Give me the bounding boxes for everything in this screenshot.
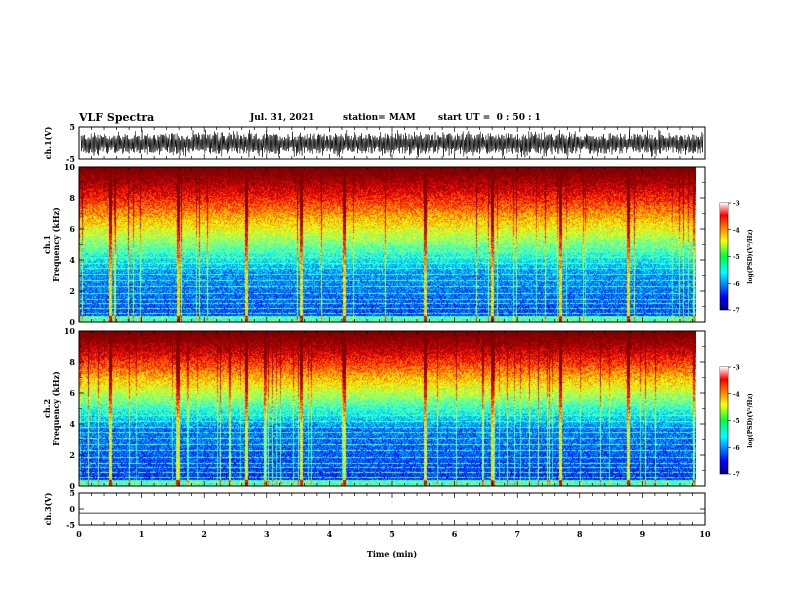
- figure-title: VLF Spectra: [79, 111, 155, 124]
- ch2-spectrogram-ytick-label: 4: [69, 419, 75, 429]
- ch2-spectrogram-ytick-label: 6: [69, 388, 75, 398]
- ch1-waveform-trace: [80, 129, 704, 158]
- x-tick-label: 7: [514, 529, 520, 539]
- x-tick-label: 0: [76, 529, 82, 539]
- ch2-spectrogram-ylabel: Frequency (kHz): [51, 371, 61, 446]
- ch2-spectrogram-image: [79, 331, 696, 486]
- x-tick-label: 10: [699, 529, 711, 539]
- ch2-spectrogram-colorbar-tick-label: -7: [733, 472, 740, 479]
- ch1-spectrogram-ytick-label: 4: [69, 255, 75, 265]
- chart-marks: [78, 126, 731, 526]
- ch2-spectrogram-colorbar: [719, 366, 729, 475]
- chart-text: 5 -5 ch.1(V) -3 -4 -5 -6 -7 log(PSD)(V²/Hz) 0 2 4 6 8…: [42, 122, 754, 559]
- ch2-spectrogram-colorbar-tick-label: -4: [733, 391, 740, 398]
- ch3-waveform-ylabel: ch.3(V): [43, 492, 53, 525]
- spectrogram-images: [79, 167, 696, 486]
- ch2-spectrogram-channel-label: ch.2: [42, 399, 52, 418]
- ch2-spectrogram-ytick-label: 8: [69, 357, 75, 367]
- ch1-spectrogram-channel-label: ch.1: [42, 235, 52, 254]
- ch1-spectrogram-colorbar-top: [720, 203, 728, 215]
- x-axis-label: Time (min): [367, 549, 417, 559]
- ch1-spectrogram-ytick-label: 10: [64, 162, 76, 172]
- ch1-spectrogram-ytick-label: 6: [69, 224, 75, 234]
- x-tick-label: 8: [577, 529, 583, 539]
- ch1-spectrogram-colorbar: [719, 202, 729, 311]
- ch1-spectrogram-ytick-label: 0: [69, 317, 75, 327]
- ch2-spectrogram-colorbar-tick-label: -5: [733, 418, 740, 425]
- ch2-spectrogram-colorbar-top: [720, 367, 728, 379]
- ch3-waveform-ytick-label: 5: [69, 488, 75, 498]
- x-tick-label: 3: [264, 529, 270, 539]
- ch2-spectrogram-ytick-label: 10: [64, 326, 76, 336]
- ch2-spectrogram-ytick-label: 2: [69, 450, 75, 460]
- station-label: station= MAM: [343, 113, 416, 123]
- x-tick-label: 5: [389, 529, 395, 539]
- ch2-spectrogram-colorbar-label: log(PSD)(V²/Hz): [747, 393, 754, 448]
- ch1-spectrogram-ytick-label: 2: [69, 286, 75, 296]
- ch1-waveform-ylabel: ch.1(V): [43, 126, 53, 159]
- x-tick-label: 2: [201, 529, 207, 539]
- x-tick-label: 6: [452, 529, 458, 539]
- ch1-spectrogram-colorbar-tick-label: -4: [733, 227, 740, 234]
- ch1-waveform-ytick-label: -5: [66, 154, 75, 164]
- ch1-spectrogram-colorbar-label: log(PSD)(V²/Hz): [747, 229, 754, 284]
- x-tick-label: 4: [327, 529, 333, 539]
- ch1-spectrogram-colorbar-tick-label: -7: [733, 308, 740, 315]
- ch2-spectrogram-ytick-label: 0: [69, 481, 75, 491]
- ch1-spectrogram-image: [79, 167, 696, 322]
- x-tick-label: 1: [139, 529, 145, 539]
- ch1-spectrogram-colorbar-tick-label: -5: [733, 254, 740, 261]
- start-time-label: start UT = 0 : 50 : 1: [438, 113, 541, 123]
- ch1-spectrogram-colorbar-tick-label: -3: [733, 201, 740, 208]
- ch1-spectrogram-ytick-label: 8: [69, 193, 75, 203]
- ch1-waveform-ytick-label: 5: [69, 122, 75, 132]
- ch2-spectrogram-colorbar-tick-label: -3: [733, 365, 740, 372]
- ch2-spectrogram-colorbar-tick-label: -6: [733, 445, 740, 452]
- date-label: Jul. 31, 2021: [250, 113, 315, 123]
- ch1-spectrogram-ylabel: Frequency (kHz): [51, 207, 61, 282]
- ch3-waveform-ytick-label: -5: [66, 520, 75, 530]
- x-tick-label: 9: [640, 529, 646, 539]
- ch1-spectrogram-colorbar-tick-label: -6: [733, 281, 740, 288]
- ch3-waveform-ytick-label: 0: [69, 504, 75, 514]
